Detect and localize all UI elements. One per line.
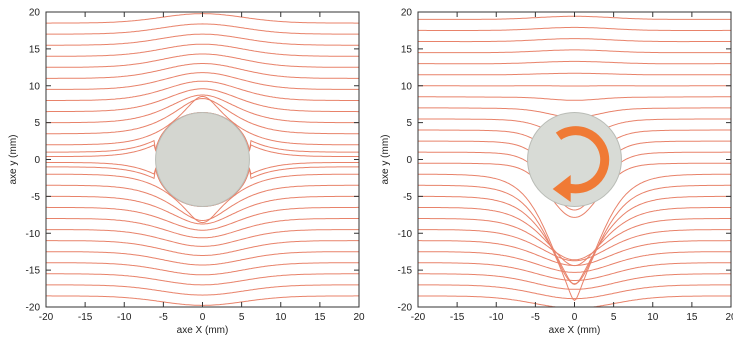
- streamline: [418, 208, 731, 266]
- y-tick-label: 10: [401, 81, 413, 92]
- x-tick-label: -5: [531, 312, 540, 323]
- y-tick-label: 5: [406, 118, 412, 129]
- streamline: [418, 274, 731, 290]
- streamline: [46, 274, 359, 285]
- streamline: [46, 3, 359, 12]
- left-panel: -20 -15 -10 -5 0 5 10 15 20 -20 -15 -10 -5 0 5 10 15 20 ax…: [8, 3, 365, 336]
- x-tick-label: 10: [647, 312, 659, 323]
- x-tick-label: 20: [725, 312, 733, 323]
- streamline: [46, 34, 359, 45]
- y-axis-label: axe y (mm): [380, 135, 391, 185]
- streamline: [418, 5, 731, 8]
- y-tick-label: -5: [31, 192, 40, 203]
- y-tick-label: -15: [26, 266, 41, 277]
- y-tick-label: -10: [26, 229, 41, 240]
- streamline: [418, 73, 731, 75]
- streamline: [418, 27, 731, 30]
- y-tick-label: -20: [398, 303, 413, 314]
- streamline: [418, 252, 731, 273]
- y-axis-label: axe y (mm): [8, 135, 19, 185]
- streamline: [418, 241, 731, 266]
- y-tick-label: 0: [34, 155, 40, 166]
- streamline: [418, 219, 731, 260]
- cylinder: [156, 113, 250, 207]
- y-tick-label: -20: [26, 303, 41, 314]
- y-tick-label: 15: [29, 44, 41, 55]
- x-tick-label: 10: [275, 312, 287, 323]
- x-tick-label: 20: [353, 312, 365, 323]
- streamline: [46, 285, 359, 295]
- y-tick-label: 5: [34, 118, 40, 129]
- y-tick-label: -10: [398, 229, 413, 240]
- x-axis-label: axe X (mm): [177, 325, 229, 336]
- y-tick-label: 20: [29, 8, 41, 19]
- x-tick-label: 0: [200, 312, 206, 323]
- x-tick-label: -20: [39, 312, 54, 323]
- y-tick-label: -15: [398, 266, 413, 277]
- y-tick-label: -5: [403, 192, 412, 203]
- streamline: [46, 219, 359, 238]
- x-tick-label: 5: [611, 312, 617, 323]
- x-tick-label: -5: [159, 312, 168, 323]
- x-tick-label: -15: [450, 312, 465, 323]
- streamline: [46, 241, 359, 256]
- x-tick-label: -15: [78, 312, 93, 323]
- streamline: [418, 39, 731, 42]
- x-tick-label: 5: [239, 312, 245, 323]
- streamline: [46, 64, 359, 79]
- x-tick-label: 15: [686, 312, 698, 323]
- streamline: [46, 81, 359, 100]
- x-tick-label: -10: [117, 312, 132, 323]
- streamline: [46, 24, 359, 34]
- x-axis-label: axe X (mm): [549, 325, 601, 336]
- x-tick-label: 15: [314, 312, 326, 323]
- y-tick-label: 20: [401, 8, 413, 19]
- streamline: [418, 61, 731, 63]
- y-tick-label: 0: [406, 155, 412, 166]
- y-tick-label: 10: [29, 81, 41, 92]
- right-panel: -20 -15 -10 -5 0 5 10 15 20 -20 -15 -10 -5 0 5 10 15 20 ax…: [380, 0, 733, 336]
- streamline: [418, 230, 731, 261]
- x-tick-label: -20: [411, 312, 426, 323]
- x-tick-label: -10: [489, 312, 504, 323]
- streamline: [418, 97, 731, 101]
- x-tick-label: 0: [572, 312, 578, 323]
- y-tick-label: 15: [401, 44, 413, 55]
- streamline: [418, 50, 731, 53]
